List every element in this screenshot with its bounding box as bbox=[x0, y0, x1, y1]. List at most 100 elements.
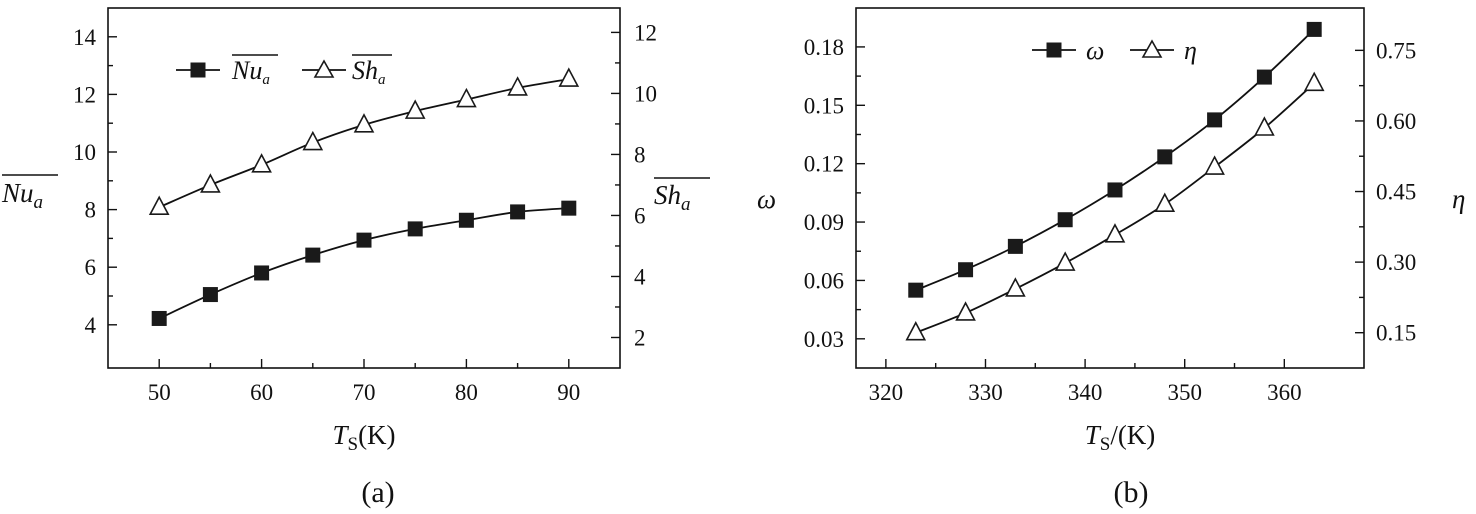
chart-b-right-axis-title: η bbox=[1452, 184, 1465, 214]
chart-b-series-0-point bbox=[1256, 69, 1272, 85]
svg-text:Nua: Nua bbox=[1, 178, 43, 213]
chart-b-legend-marker-omega bbox=[1046, 42, 1062, 58]
chart-a-right-ticks: 2 4 6 8 10 12 bbox=[611, 20, 657, 350]
chart-b-left-tick-label: 0.03 bbox=[804, 327, 844, 352]
chart-a-right-tick-label: 2 bbox=[634, 325, 646, 350]
chart-a-x-ticks: 50 60 70 80 90 bbox=[148, 359, 580, 405]
chart-b-x-tick-label: 330 bbox=[968, 380, 1003, 405]
chart-b-legend-label-eta: η bbox=[1184, 36, 1197, 65]
chart-a-legend-marker-nu bbox=[190, 62, 206, 78]
chart-a-series-0-point bbox=[202, 287, 218, 303]
chart-a-right-axis-title: Sha bbox=[654, 177, 710, 215]
chart-b: 320 330 340 350 360 0.03 0.06 0.09 0.12 0.15 0.18… bbox=[757, 7, 1465, 509]
chart-a-series-0-point bbox=[561, 200, 577, 216]
chart-b-series-0-point bbox=[1107, 182, 1123, 198]
chart-a-x-axis-title: TS(K) bbox=[332, 420, 395, 455]
chart-b-left-axis-title: ω bbox=[757, 184, 776, 214]
chart-b-right-tick-label: 0.30 bbox=[1376, 250, 1416, 275]
chart-b-series-0-line bbox=[915, 28, 1315, 291]
chart-a-left-tick-label: 4 bbox=[85, 313, 97, 338]
chart-b-legend-marker-eta bbox=[1141, 39, 1163, 58]
chart-b-series bbox=[905, 21, 1325, 341]
chart-a-legend-label-sh: Sha bbox=[352, 56, 386, 88]
chart-a-legend: Nua Sha bbox=[176, 54, 392, 88]
chart-a-series-0-point bbox=[458, 212, 474, 228]
chart-b-right-tick-label: 0.45 bbox=[1376, 180, 1416, 205]
chart-a-right-tick-label: 10 bbox=[634, 81, 657, 106]
chart-b-series-1-point bbox=[955, 301, 976, 321]
chart-a-series bbox=[148, 67, 580, 326]
chart-b-series-0-point bbox=[1306, 21, 1322, 37]
chart-a-right-tick-label: 8 bbox=[634, 142, 646, 167]
chart-a-left-tick-label: 12 bbox=[73, 82, 96, 107]
chart-a-left-tick-label: 8 bbox=[85, 198, 97, 223]
chart-b-left-tick-label: 0.12 bbox=[804, 152, 844, 177]
chart-a-series-1-point bbox=[507, 76, 528, 96]
chart-b-right-tick-label: 0.75 bbox=[1376, 38, 1416, 63]
chart-a-series-0-point bbox=[305, 247, 321, 263]
chart-a-series-1-line bbox=[158, 78, 569, 209]
chart-b-series-0-point bbox=[908, 282, 924, 298]
chart-b-series-1-point bbox=[1204, 155, 1225, 175]
chart-a-series-1-point bbox=[353, 113, 375, 133]
chart-b-left-tick-label: 0.09 bbox=[804, 210, 844, 235]
chart-b-left-ticks: 0.03 0.06 0.09 0.12 0.15 0.18 bbox=[804, 35, 865, 352]
chart-a-series-0-point bbox=[407, 221, 423, 237]
chart-b-series-1-point bbox=[1054, 251, 1076, 271]
chart-b-series-1-point bbox=[1154, 192, 1176, 213]
chart-b-x-tick-label: 340 bbox=[1068, 380, 1103, 405]
chart-b-frame bbox=[855, 7, 1365, 369]
chart-b-x-ticks: 320 330 340 350 360 bbox=[869, 359, 1302, 405]
chart-b-left-tick-label: 0.18 bbox=[804, 35, 844, 60]
chart-b-left-tick-label: 0.06 bbox=[804, 268, 844, 293]
chart-a-left-ticks: 4 6 8 10 12 14 bbox=[73, 25, 117, 338]
chart-b-series-0-point bbox=[958, 262, 974, 278]
chart-a-x-tick-label: 70 bbox=[353, 380, 376, 405]
chart-b-panel-label: (b) bbox=[1114, 476, 1149, 509]
chart-a-left-axis-title: Nua bbox=[1, 174, 58, 213]
chart-b-series-1-point bbox=[1005, 277, 1026, 297]
chart-a-series-0-line bbox=[158, 207, 569, 320]
chart-a-series-0-point bbox=[254, 265, 270, 281]
chart-a-series-0-point bbox=[510, 204, 526, 220]
chart-a-series-1-point bbox=[251, 153, 272, 173]
chart-a-legend-marker-sh bbox=[313, 59, 335, 78]
chart-b-series-1-point bbox=[905, 320, 927, 341]
chart-a-legend-label-nu: Nua bbox=[231, 56, 270, 88]
chart-a-x-tick-label: 90 bbox=[557, 380, 580, 405]
chart-b-left-tick-label: 0.15 bbox=[804, 93, 844, 118]
svg-text:Sha: Sha bbox=[654, 180, 691, 215]
chart-a-series-1-point bbox=[404, 99, 426, 119]
chart-a-right-tick-label: 6 bbox=[634, 203, 646, 228]
chart-b-right-tick-label: 0.15 bbox=[1376, 321, 1416, 346]
chart-a-left-tick-label: 14 bbox=[73, 25, 97, 50]
chart-a-x-tick-label: 60 bbox=[250, 380, 273, 405]
chart-a-series-1-point bbox=[456, 87, 477, 108]
chart-b-right-tick-label: 0.60 bbox=[1376, 109, 1416, 134]
chart-a-x-tick-label: 80 bbox=[455, 380, 478, 405]
chart-a-series-1-point bbox=[558, 67, 580, 87]
chart-b-x-tick-label: 350 bbox=[1167, 380, 1202, 405]
chart-a-right-tick-label: 12 bbox=[634, 20, 657, 45]
chart-a-right-tick-label: 4 bbox=[634, 264, 646, 289]
chart-b-series-1-point bbox=[1104, 223, 1126, 243]
chart-a-panel-label: (a) bbox=[361, 476, 394, 509]
chart-a-series-1-point bbox=[148, 195, 170, 216]
chart-a-series-0-point bbox=[151, 310, 167, 326]
chart-a-series-1-point bbox=[200, 173, 221, 193]
chart-b-series-0-point bbox=[1207, 112, 1223, 128]
chart-a-series-0-point bbox=[356, 232, 372, 248]
chart-a: 50 60 70 80 90 4 6 8 10 12 14 2 4 6 8 10 12 Nua Sha TS… bbox=[1, 7, 710, 509]
chart-b-right-ticks: 0.15 0.30 0.45 0.60 0.75 bbox=[1355, 38, 1416, 346]
chart-a-left-tick-label: 6 bbox=[85, 255, 97, 280]
chart-a-x-tick-label: 50 bbox=[148, 380, 171, 405]
chart-a-left-tick-label: 10 bbox=[73, 140, 96, 165]
chart-b-x-tick-label: 360 bbox=[1267, 380, 1302, 405]
chart-a-series-1-point bbox=[302, 130, 324, 151]
chart-b-x-tick-label: 320 bbox=[869, 380, 904, 405]
chart-b-series-1-point bbox=[1303, 71, 1325, 92]
chart-b-x-axis-title: TS/(K) bbox=[1085, 420, 1156, 455]
chart-b-legend-label-omega: ω bbox=[1086, 36, 1104, 65]
chart-b-series-0-point bbox=[1057, 212, 1073, 228]
